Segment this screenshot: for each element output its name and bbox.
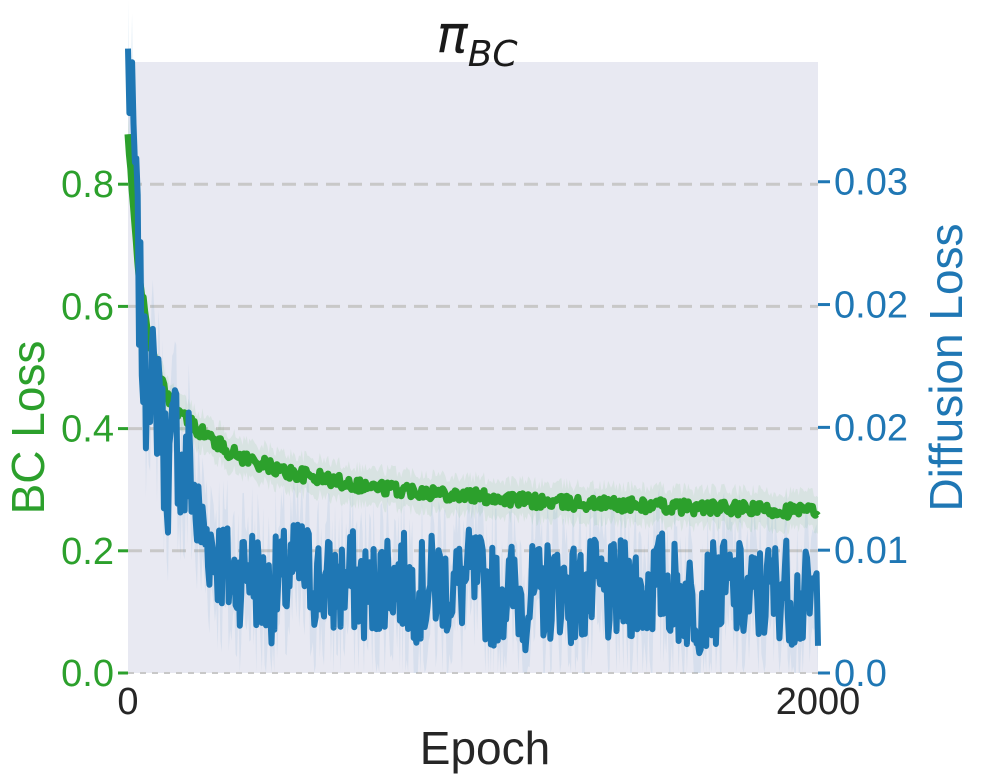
x-tick-label: 2000 [776, 681, 861, 723]
series-band-left [128, 115, 818, 536]
left-tick-label: 0.6 [61, 286, 114, 328]
left-tick-label: 0.4 [61, 409, 114, 451]
right-tick-label: 0.0 [834, 653, 887, 695]
series-line-right [125, 48, 821, 657]
right-axis-label: Diffusion Loss [920, 223, 972, 511]
series-line-left [124, 133, 821, 521]
right-y-axis: 0.0 0.01 0.02 0.02 0.03 [818, 162, 908, 695]
left-tick-label: 0.8 [61, 164, 114, 206]
left-tick-label: 0.2 [61, 531, 114, 573]
left-axis-label: BC Loss [2, 341, 54, 515]
title-main: π [436, 5, 468, 65]
x-axis: 0 2000 [117, 681, 860, 723]
series-lines [124, 48, 821, 657]
chart-title: πBC [436, 5, 518, 75]
left-tick-label: 0.0 [61, 653, 114, 695]
right-tick-label: 0.02 [834, 407, 908, 449]
right-tick-label: 0.01 [834, 530, 908, 572]
x-tick-label: 0 [117, 681, 138, 723]
right-tick-label: 0.03 [834, 162, 908, 204]
right-tick-label: 0.02 [834, 285, 908, 327]
title-subscript: BC [468, 34, 519, 75]
x-axis-label: Epoch [420, 722, 550, 774]
left-y-axis: 0.0 0.2 0.4 0.6 0.8 [61, 164, 128, 695]
